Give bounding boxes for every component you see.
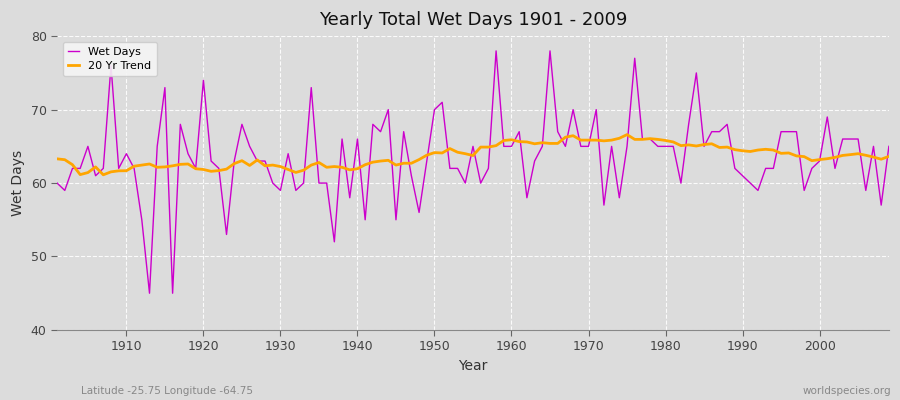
- Wet Days: [291, 188, 302, 193]
- Text: worldspecies.org: worldspecies.org: [803, 386, 891, 396]
- 20 Yr Trend: [506, 137, 517, 142]
- Wet Days: [51, 181, 62, 186]
- Wet Days: [337, 137, 347, 142]
- 20 Yr Trend: [514, 139, 525, 144]
- Wet Days: [521, 195, 532, 200]
- Wet Days: [491, 48, 501, 53]
- 20 Yr Trend: [607, 138, 617, 142]
- Wet Days: [144, 291, 155, 296]
- Line: 20 Yr Trend: 20 Yr Trend: [57, 135, 889, 175]
- Y-axis label: Wet Days: Wet Days: [11, 150, 25, 216]
- 20 Yr Trend: [51, 156, 62, 161]
- 20 Yr Trend: [622, 132, 633, 137]
- Line: Wet Days: Wet Days: [57, 51, 889, 293]
- Title: Yearly Total Wet Days 1901 - 2009: Yearly Total Wet Days 1901 - 2009: [319, 11, 627, 29]
- Legend: Wet Days, 20 Yr Trend: Wet Days, 20 Yr Trend: [63, 42, 157, 76]
- Wet Days: [514, 129, 525, 134]
- 20 Yr Trend: [291, 170, 302, 175]
- X-axis label: Year: Year: [458, 359, 488, 373]
- 20 Yr Trend: [884, 154, 895, 159]
- 20 Yr Trend: [337, 165, 347, 170]
- Text: Latitude -25.75 Longitude -64.75: Latitude -25.75 Longitude -64.75: [81, 386, 253, 396]
- Wet Days: [614, 195, 625, 200]
- 20 Yr Trend: [98, 172, 109, 177]
- Wet Days: [113, 166, 124, 171]
- Wet Days: [884, 144, 895, 149]
- 20 Yr Trend: [121, 168, 131, 173]
